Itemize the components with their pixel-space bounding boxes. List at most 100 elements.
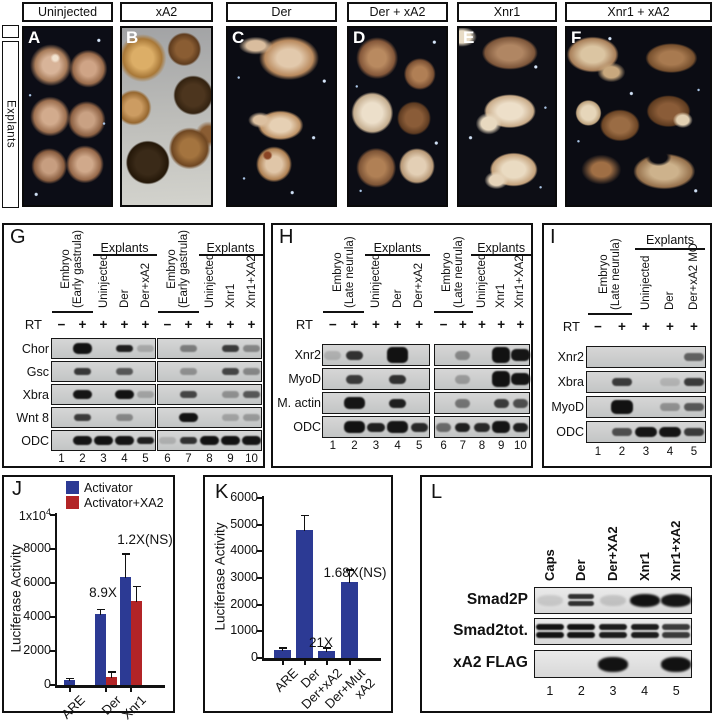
lane-number: 9 [227, 453, 234, 465]
gel-band [455, 350, 471, 360]
panel-letter-l: L [431, 481, 443, 503]
explant-photo-xnr1-xa2: F [565, 26, 712, 207]
gel-band [658, 427, 682, 437]
x-tick [69, 687, 71, 692]
gel-band [243, 391, 260, 398]
lane-number: 3 [100, 453, 107, 465]
blot-band [630, 632, 659, 638]
legend-swatch [66, 496, 79, 509]
gel-band [455, 422, 471, 432]
panel-letter-e: E [463, 28, 475, 47]
gel-block [157, 384, 262, 405]
lane-number: 8 [478, 440, 486, 452]
rt-label: RT [562, 319, 580, 334]
gene-label: MyoD [288, 372, 321, 386]
blot-band [598, 656, 628, 672]
y-tick [257, 657, 262, 659]
error-bar [281, 647, 284, 651]
gel-block [322, 368, 430, 390]
gel-band [137, 391, 154, 398]
x-tick [326, 660, 328, 665]
explants-underline [471, 254, 532, 257]
gel-band [222, 368, 239, 375]
error-cap [300, 514, 309, 517]
rt-sign: + [642, 319, 650, 334]
gel-band [493, 398, 509, 408]
x-tick [349, 660, 351, 665]
gel-band [114, 436, 135, 445]
legend: Activator Activator+XA2 [66, 480, 164, 510]
panel-k-luciferase-chart: K 0 1000 2000 3000 4000 5000 6000 Luciferase Act… [203, 475, 393, 713]
y-tick-label: 5000 [230, 516, 258, 531]
lane-label: Uninjected [640, 255, 652, 310]
blot-band [662, 632, 691, 638]
y-tick-label: 2000 [23, 643, 51, 657]
x-tick [304, 660, 306, 665]
column-label-xnr1: Xnr1 [457, 2, 557, 22]
rt-sign: + [458, 317, 467, 332]
y-tick-label: 6000 [230, 490, 258, 504]
column-label-uninjected: Uninjected [22, 2, 113, 22]
rt-sign: − [328, 317, 337, 332]
rt-sign: + [666, 319, 674, 334]
gel-block [434, 392, 530, 414]
panel-letter-h: H [279, 226, 294, 248]
explant-photo-uninjected: A [22, 26, 113, 207]
x-axis [262, 658, 381, 661]
blot-band [599, 632, 627, 638]
x-tick [105, 687, 107, 692]
lane-number: 7 [459, 440, 466, 452]
gel-band [387, 347, 408, 363]
error-cap [345, 569, 354, 571]
lane-label: Xnr1+XA2 [245, 255, 258, 308]
panel-l-western-blot: L Caps Der Der+XA2 Xnr1 Xnr1+xA2 Smad2P Smad2to… [420, 475, 712, 713]
gene-label: MyoD [551, 400, 584, 414]
gel-band [684, 353, 704, 361]
gel-band [220, 436, 241, 445]
gel-band [199, 436, 220, 445]
error-bar [135, 586, 138, 602]
legend-item: Activator+XA2 [66, 495, 164, 510]
lane-label: Der+xA2 [139, 262, 152, 308]
lane-number: 1 [594, 446, 602, 458]
lane-number: 2 [351, 440, 358, 452]
gene-label: Chor [21, 341, 49, 356]
gel-band [474, 422, 490, 432]
gel-band [684, 378, 704, 386]
gel-block [586, 346, 706, 368]
explant-photo-der-xa2: D [347, 26, 448, 207]
panel-h-rtpcr-gel: H RT Embryo (Late neurula) Explants Uninject… [271, 223, 533, 468]
rt-label: RT [295, 317, 313, 332]
lane-number: 10 [513, 440, 527, 452]
gel-band [410, 422, 428, 432]
lane-number: 6 [440, 440, 447, 452]
lane-number: 1 [546, 684, 554, 698]
y-tick-label: 6000 [23, 575, 51, 589]
gel-band [180, 345, 197, 352]
blot-band [568, 593, 595, 599]
gel-band [388, 374, 407, 384]
rt-sign: + [372, 317, 380, 332]
explants-underline [198, 254, 263, 257]
lane-number: 5 [142, 453, 149, 465]
explants-header: Explants [477, 241, 526, 255]
fold-annotation: 1.68X(NS) [323, 565, 387, 580]
gel-band [72, 436, 93, 445]
gel-band [116, 345, 133, 352]
lane-label: Der+XA2 [605, 526, 620, 581]
explants-row-label-box: Explants [2, 41, 19, 208]
gel-band [137, 345, 154, 352]
lane-number: 3 [642, 446, 650, 458]
panel-i-rtpcr-gel: I RT Embryo (Late neurula) Explants Uninject… [542, 223, 712, 468]
blot-block [534, 618, 692, 645]
gel-band [222, 391, 239, 398]
gel-band [324, 350, 342, 360]
blot-band [629, 594, 660, 607]
error-cap [132, 585, 141, 588]
blot-band [661, 594, 692, 607]
gel-block [51, 384, 156, 405]
bar [95, 613, 106, 685]
gene-label: ODC [293, 420, 321, 434]
y-tick-label: 1x104 [18, 507, 51, 524]
gel-block [322, 392, 430, 414]
